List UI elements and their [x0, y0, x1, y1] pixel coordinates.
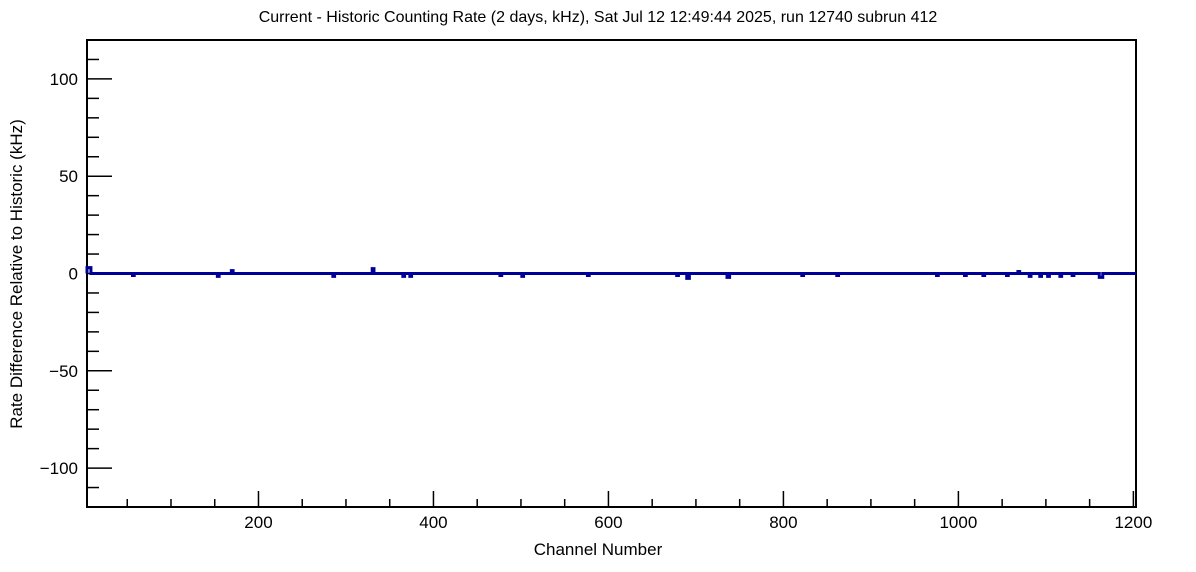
y-tick-label: 100	[50, 70, 78, 89]
x-tick-labels: 200 400 600 800 1000 1200	[244, 513, 1152, 532]
y-tick-label: −100	[40, 459, 78, 478]
x-tick-label: 1200	[1114, 513, 1152, 532]
y-tick-label: 50	[59, 167, 78, 186]
x-tick-label: 600	[594, 513, 622, 532]
x-tick-label: 1000	[939, 513, 977, 532]
chart-title: Current - Historic Counting Rate (2 days…	[258, 9, 938, 26]
x-tick-label: 200	[244, 513, 272, 532]
y-tick-labels: −100 −50 0 50 100	[40, 70, 78, 478]
y-tick-label: −50	[49, 362, 78, 381]
x-ticks	[126, 491, 1135, 507]
y-ticks	[87, 58, 112, 489]
x-axis-title: Channel Number	[533, 540, 663, 559]
y-axis-title: Rate Difference Relative to Historic (kH…	[7, 119, 26, 429]
x-tick-label: 800	[769, 513, 797, 532]
data-line	[85, 266, 1136, 280]
x-tick-label: 400	[419, 513, 447, 532]
y-tick-label: 0	[69, 265, 78, 284]
